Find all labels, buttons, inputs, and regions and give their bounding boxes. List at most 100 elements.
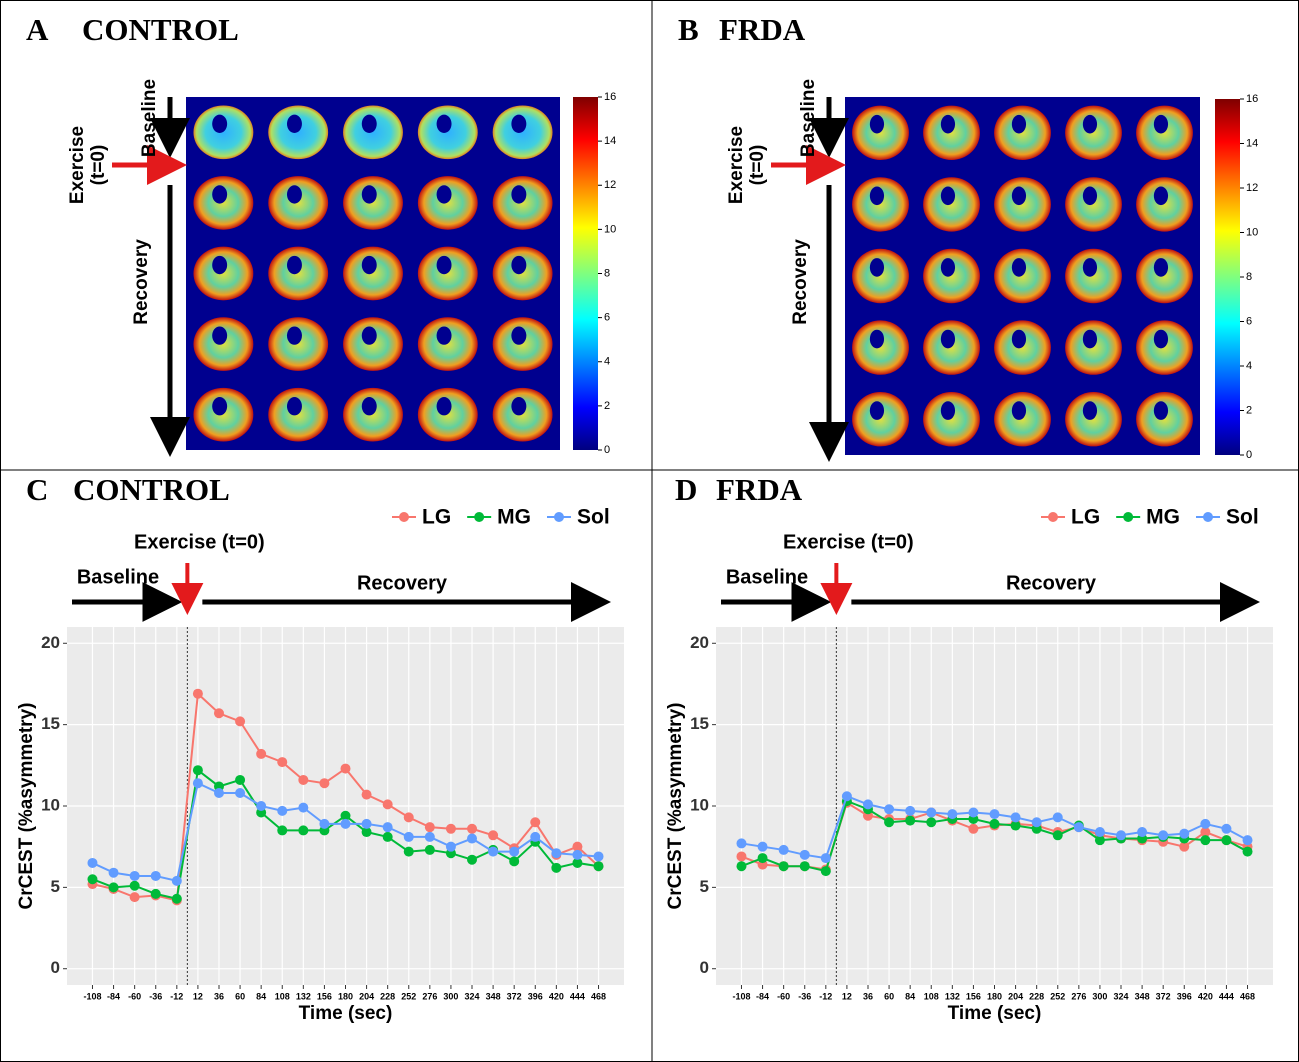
muscle-map: [852, 105, 909, 161]
muscle-map: [852, 177, 909, 232]
data-point: [1116, 830, 1127, 841]
data-point: [108, 867, 119, 878]
bone: [511, 326, 527, 345]
y-tick-label: 0: [51, 958, 60, 977]
muscle-map: [268, 176, 329, 230]
x-tick-label: 324: [1113, 991, 1128, 1001]
y-tick-label: 20: [41, 633, 60, 652]
bone: [940, 329, 956, 349]
data-point: [572, 849, 583, 860]
muscle-map: [417, 246, 478, 301]
x-tick-label: 276: [422, 991, 437, 1001]
data-point: [926, 807, 937, 818]
bone: [940, 401, 956, 420]
y-tick-label: 0: [700, 958, 709, 977]
x-tick-label: -84: [756, 991, 769, 1001]
panel-letter: D: [675, 472, 697, 507]
bone: [1011, 329, 1027, 349]
muscle-map: [923, 248, 980, 304]
x-tick-label: 180: [987, 991, 1002, 1001]
data-point: [445, 823, 456, 834]
data-point: [298, 774, 309, 785]
colorbar-tick-label: 10: [604, 223, 616, 235]
muscle-map: [1065, 391, 1122, 447]
muscle-map: [343, 387, 403, 442]
data-point: [572, 857, 583, 868]
data-point: [192, 688, 203, 699]
muscle-map: [343, 317, 403, 371]
x-axis-title: Time (sec): [948, 1003, 1042, 1024]
data-point: [736, 861, 747, 872]
x-tick-label: -108: [83, 991, 101, 1001]
bone: [1082, 186, 1098, 206]
muscle-map: [852, 320, 909, 375]
x-tick-label: 444: [1219, 991, 1234, 1001]
muscle-map: [1136, 248, 1193, 304]
data-point: [361, 827, 372, 838]
bone: [869, 329, 885, 349]
legend-key: [1203, 512, 1213, 522]
data-point: [989, 809, 1000, 820]
x-tick-label: 12: [193, 991, 203, 1001]
colorbar-tick-label: 4: [604, 356, 610, 368]
x-tick-label: 420: [549, 991, 564, 1001]
data-point: [277, 805, 288, 816]
bone: [511, 255, 527, 275]
x-tick-label: 108: [924, 991, 939, 1001]
data-point: [424, 822, 435, 833]
bone: [511, 397, 527, 416]
y-tick-label: 15: [41, 714, 60, 733]
legend-key: [399, 512, 409, 522]
bone: [869, 114, 885, 134]
data-point: [361, 789, 372, 800]
x-tick-label: 276: [1071, 991, 1086, 1001]
data-point: [1200, 818, 1211, 829]
x-tick-label: -108: [732, 991, 750, 1001]
bone: [436, 397, 452, 416]
colorbar-tick-label: 16: [604, 91, 616, 103]
data-point: [340, 818, 351, 829]
muscle-map: [417, 176, 478, 230]
muscle-map: [268, 317, 329, 371]
bone: [511, 185, 527, 204]
data-point: [403, 831, 414, 842]
bone: [361, 255, 377, 275]
y-tick-label: 10: [41, 795, 60, 814]
data-point: [298, 802, 309, 813]
data-point: [757, 853, 768, 864]
data-point: [1179, 841, 1190, 852]
y-tick-label: 10: [690, 795, 709, 814]
x-tick-label: 468: [1240, 991, 1255, 1001]
y-tick-label: 5: [51, 877, 60, 896]
x-tick-label: 156: [317, 991, 332, 1001]
panel-title: FRDA: [716, 472, 803, 507]
x-tick-label: 420: [1198, 991, 1213, 1001]
bone: [869, 186, 885, 206]
x-tick-label: 348: [1135, 991, 1150, 1001]
bone: [1153, 329, 1169, 349]
data-point: [192, 765, 203, 776]
x-tick-label: 396: [528, 991, 543, 1001]
data-point: [403, 846, 414, 857]
recovery-label: Recovery: [1006, 572, 1097, 594]
colorbar-tick-label: 16: [1246, 93, 1258, 105]
data-point: [1052, 830, 1063, 841]
bone: [1082, 114, 1098, 134]
baseline-label: Baseline: [77, 566, 159, 588]
data-point: [235, 787, 246, 798]
x-tick-label: -36: [798, 991, 811, 1001]
data-point: [509, 856, 520, 867]
bone: [436, 114, 452, 134]
data-point: [235, 774, 246, 785]
muscle-map: [1065, 105, 1122, 161]
muscle-map: [343, 105, 403, 160]
data-point: [171, 893, 182, 904]
colorbar-tick-label: 0: [1246, 449, 1252, 461]
x-tick-label: 300: [1092, 991, 1107, 1001]
x-tick-label: 468: [591, 991, 606, 1001]
muscle-map: [343, 176, 403, 230]
bone: [212, 397, 228, 416]
data-point: [736, 838, 747, 849]
muscle-map: [994, 177, 1051, 232]
muscle-map: [193, 105, 254, 160]
